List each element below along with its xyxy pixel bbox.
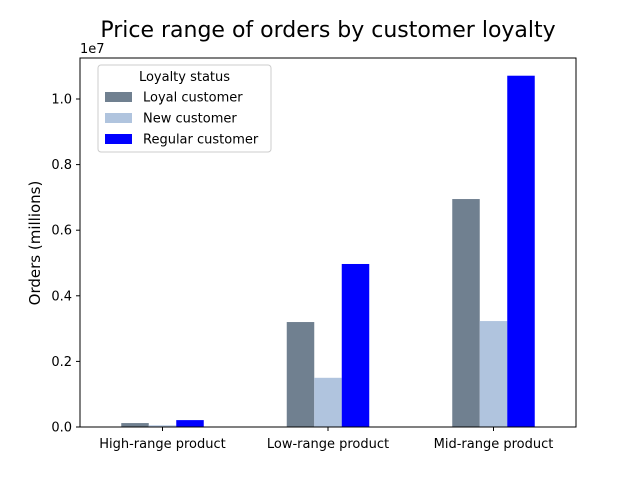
y-axis-label: Orders (millions) xyxy=(26,181,44,306)
x-tick-label: High-range product xyxy=(99,437,226,452)
bar-new-customer-high-range-product xyxy=(148,425,177,427)
bar-new-customer-low-range-product xyxy=(314,377,342,427)
legend-entries: Loyal customer New customer Regular custom… xyxy=(105,91,259,148)
x-tick-label: Low-range product xyxy=(267,437,389,452)
ticks-layer: High-range product Low-range product Mid-r… xyxy=(51,93,553,453)
legend-swatch xyxy=(105,113,132,123)
y-tick-label: 0.0 xyxy=(51,421,72,436)
bar-loyal-customer-mid-range-product xyxy=(452,199,480,427)
y-tick-label: 0.8 xyxy=(51,158,72,173)
bar-loyal-customer-low-range-product xyxy=(286,322,315,427)
legend: Loyalty status Loyal customer New custome… xyxy=(97,64,272,153)
legend-title: Loyalty status xyxy=(139,70,230,85)
legend-swatch xyxy=(105,134,132,144)
y-axis-offset-label: 1e7 xyxy=(80,42,105,57)
legend-swatch xyxy=(105,92,132,102)
legend-box xyxy=(97,64,272,153)
bar-regular-customer-high-range-product xyxy=(176,420,204,427)
bars-layer xyxy=(121,75,535,427)
legend-label: New customer xyxy=(143,112,237,127)
chart-title: Price range of orders by customer loyalt… xyxy=(100,18,555,43)
y-tick-label: 1.0 xyxy=(51,93,72,108)
y-tick-label: 0.6 xyxy=(51,224,72,239)
bar-regular-customer-mid-range-product xyxy=(507,75,535,427)
y-tick-label: 0.4 xyxy=(51,289,72,304)
bar-regular-customer-low-range-product xyxy=(341,263,370,427)
y-tick-label: 0.2 xyxy=(51,355,72,370)
bar-new-customer-mid-range-product xyxy=(479,321,508,427)
legend-label: Loyal customer xyxy=(143,91,243,106)
x-tick-label: Mid-range product xyxy=(434,437,554,452)
plot-area-frame xyxy=(79,57,577,428)
legend-label: Regular customer xyxy=(143,133,259,148)
bar-loyal-customer-high-range-product xyxy=(121,423,149,427)
